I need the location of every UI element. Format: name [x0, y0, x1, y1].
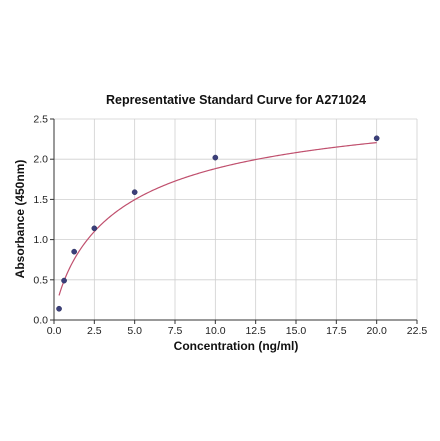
y-tick-label: 2.0 [33, 154, 48, 166]
x-tick-label: 7.5 [168, 325, 183, 337]
x-tick-label: 12.5 [245, 325, 266, 337]
x-tick-label: 20.0 [366, 325, 387, 337]
data-point [61, 277, 67, 284]
grid-lines [53, 118, 418, 321]
data-point [71, 248, 78, 255]
x-tick-label: 15.0 [286, 325, 307, 337]
fit-curve [58, 142, 377, 296]
y-tick-label: 1.5 [33, 194, 48, 206]
x-axis-label: Concentration (ng/ml) [174, 339, 299, 353]
y-tick-label: 0.0 [33, 315, 48, 327]
data-point [373, 135, 380, 142]
data-points [56, 135, 380, 312]
data-point [212, 154, 219, 161]
data-point [131, 189, 138, 196]
y-axis-label: Absorbance (450nm) [13, 160, 27, 279]
data-point [91, 225, 98, 232]
x-axis-ticks: 0.0 2.5 5.0 7.5 10.0 12.5 15.0 17.5 20.0 22.5 [47, 320, 428, 337]
x-tick-label: 0.0 [47, 325, 62, 337]
y-tick-label: 1.0 [33, 234, 48, 246]
data-point [56, 305, 62, 312]
x-tick-label: 22.5 [407, 325, 428, 337]
y-tick-label: 2.5 [33, 114, 48, 126]
chart-title: Representative Standard Curve for A27102… [106, 93, 366, 107]
y-axis-ticks: 0.0 0.5 1.0 1.5 2.0 2.5 [33, 114, 54, 327]
x-tick-label: 17.5 [326, 325, 347, 337]
x-tick-label: 2.5 [87, 325, 102, 337]
x-tick-label: 10.0 [205, 325, 226, 337]
x-tick-label: 5.0 [127, 325, 142, 337]
axes [53, 119, 417, 321]
y-tick-label: 0.5 [33, 274, 48, 286]
fit-curve-layer [58, 142, 377, 296]
